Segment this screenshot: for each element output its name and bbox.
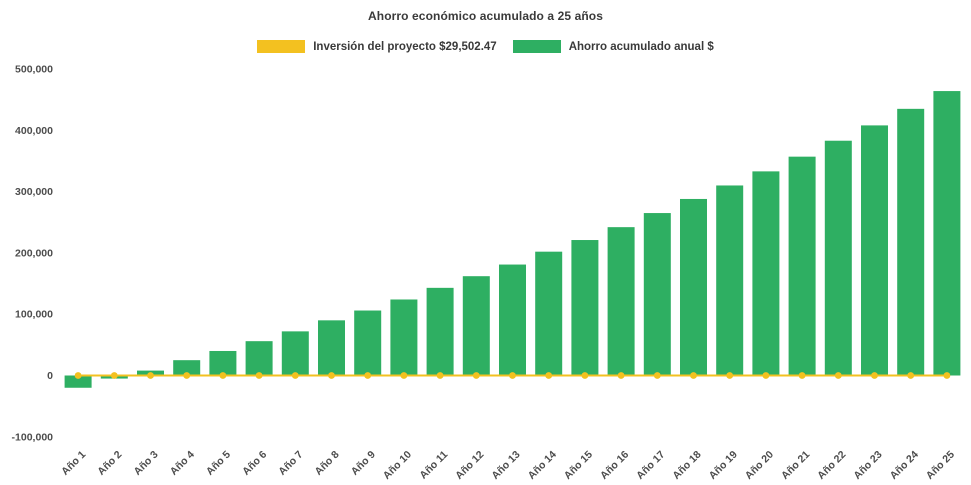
investment-line-point (291, 372, 299, 379)
x-axis-label: Año 22 (815, 449, 848, 482)
y-axis-label: 300,000 (15, 186, 53, 198)
x-axis-label: Año 23 (851, 449, 884, 482)
x-axis-label: Año 25 (924, 449, 957, 482)
chart-bar-ano-24 (897, 108, 925, 376)
chart-bar-ano-9 (354, 310, 382, 376)
y-axis-label: 500,000 (15, 64, 53, 76)
chart-bar-ano-11 (426, 287, 454, 376)
investment-line-point (219, 372, 227, 379)
legend-swatch-investment (257, 40, 306, 53)
investment-line-point (328, 372, 335, 379)
chart-bar-ano-12 (462, 276, 490, 376)
x-axis-label: Año 2 (95, 449, 124, 478)
investment-line-point (436, 372, 444, 379)
chart-bar-ano-16 (607, 227, 635, 376)
investment-line-point (74, 372, 82, 379)
investment-line-point (545, 372, 553, 379)
y-axis-label: 100,000 (15, 309, 53, 321)
x-axis-label: Año 6 (240, 449, 269, 478)
investment-line-point (653, 372, 661, 379)
y-axis-label: -100,000 (12, 431, 54, 443)
legend-swatch-savings (512, 40, 561, 53)
investment-line-point (726, 372, 734, 379)
legend-item-investment: Inversión del proyecto $29,502.47 (257, 40, 497, 53)
x-axis-label: Año 1 (59, 449, 88, 478)
investment-line-point (690, 372, 697, 379)
legend-label-investment: Inversión del proyecto $29,502.47 (313, 40, 497, 53)
x-axis-label: Año 3 (132, 449, 161, 478)
investment-line-point (509, 372, 516, 379)
legend-label-savings: Ahorro acumulado anual $ (568, 40, 714, 53)
investment-line-point (183, 372, 191, 379)
chart-bar-ano-6 (245, 341, 273, 376)
x-axis-label: Año 24 (888, 449, 921, 482)
chart-bar-ano-13 (499, 264, 526, 376)
x-axis-label: Año 12 (453, 449, 486, 482)
x-axis-label: Año 13 (489, 449, 522, 482)
x-axis-label: Año 4 (168, 449, 197, 478)
legend-item-savings: Ahorro acumulado anual $ (512, 40, 714, 53)
chart-bar-ano-5 (209, 350, 237, 376)
chart-bar-ano-8 (318, 320, 345, 376)
investment-line-point (798, 372, 806, 379)
x-axis-label: Año 14 (526, 449, 559, 482)
investment-line-point (834, 372, 842, 379)
chart-bar-ano-19 (716, 185, 744, 376)
investment-line-point (472, 372, 480, 379)
investment-line-point (871, 372, 878, 379)
investment-line-point (581, 372, 589, 379)
investment-line-point (617, 372, 625, 379)
investment-line-point (943, 372, 951, 379)
chart-legend: Inversión del proyecto $29,502.47 Ahorro … (0, 40, 971, 53)
chart-bar-ano-1 (64, 375, 92, 388)
chart-bar-ano-14 (535, 251, 563, 376)
y-axis-label: 0 (47, 370, 53, 382)
x-axis-label: Año 21 (779, 449, 812, 482)
chart-bar-ano-25 (933, 91, 961, 376)
investment-line-point (364, 372, 372, 379)
x-axis-label: Año 15 (562, 449, 595, 482)
chart-bar-ano-20 (752, 171, 780, 376)
x-axis-label: Año 5 (204, 449, 233, 478)
chart-bar-ano-17 (643, 213, 671, 376)
chart-bar-ano-4 (173, 360, 201, 376)
chart-bar-ano-23 (861, 125, 888, 376)
chart-bar-ano-18 (680, 198, 707, 376)
x-axis-label: Año 7 (276, 449, 305, 478)
investment-line-point (147, 372, 154, 379)
chart-bar-ano-10 (390, 299, 418, 376)
y-axis-label: 400,000 (15, 125, 53, 137)
y-axis-label: 200,000 (15, 247, 53, 259)
x-axis-label: Año 16 (598, 449, 631, 482)
x-axis-label: Año 20 (743, 449, 776, 482)
investment-line-point (255, 372, 263, 379)
x-axis-label: Año 17 (634, 449, 667, 482)
x-axis-label: Año 18 (670, 449, 703, 482)
chart-bar-ano-21 (788, 156, 816, 376)
x-axis-label: Año 8 (313, 449, 342, 478)
investment-line-point (400, 372, 408, 379)
chart-title: Ahorro económico acumulado a 25 años (368, 9, 603, 23)
x-axis-label: Año 11 (417, 449, 450, 482)
x-axis-label: Año 19 (707, 449, 740, 482)
chart-bar-ano-15 (571, 240, 599, 376)
investment-line-point (762, 372, 770, 379)
chart-bar-ano-22 (824, 140, 852, 376)
x-axis-label: Año 10 (381, 449, 414, 482)
investment-line-point (110, 372, 118, 379)
investment-line-point (907, 372, 915, 379)
chart-bar-ano-7 (281, 331, 309, 376)
x-axis-label: Año 9 (349, 449, 378, 478)
